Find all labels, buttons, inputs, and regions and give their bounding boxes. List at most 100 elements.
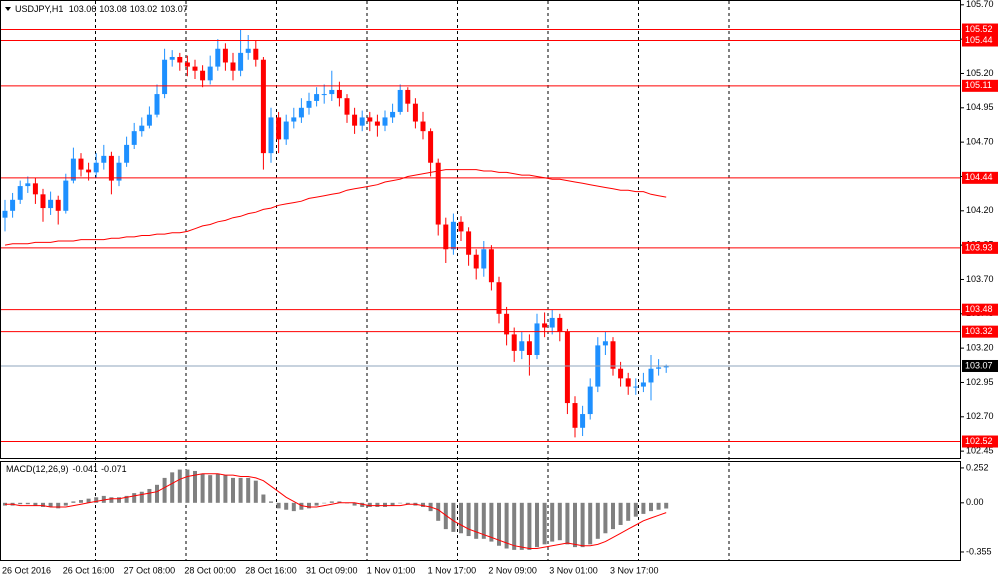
candle-body [542,323,548,328]
macd-bar [443,502,448,530]
candle-body [534,323,540,356]
macd-bar [633,502,638,517]
level-label: 104.44 [965,172,993,182]
level-label-box [962,23,998,36]
candle-body [633,386,639,388]
level-label: 105.11 [965,80,992,90]
candle-body [169,56,175,60]
macd-bar [626,502,631,521]
candle-body [108,155,114,181]
macd-bar [200,473,205,503]
x-tick-label: 1 Nov 17:00 [428,565,477,575]
candle-body [253,48,259,60]
macd-bar [231,477,235,503]
candle-body [101,155,107,163]
candle-body [443,224,449,250]
macd-bar [71,501,76,503]
macd-bar [86,498,91,503]
y-tick-label: 104.70 [966,137,994,147]
candle-body [70,158,76,181]
y-tick-label: 105.70 [966,0,994,9]
macd-bar [41,502,45,507]
macd-bar [474,502,479,539]
macd-bar [390,502,395,506]
x-tick-label: 26 Oct 2016 [2,565,51,575]
candle-body [268,117,274,154]
macd-bar [641,502,646,514]
candle-body [435,162,441,225]
macd-bar [466,502,471,537]
macd-panel-border [0,461,961,561]
y-tick-label: 0.00 [966,497,984,507]
x-tick-label: 1 Nov 01:00 [367,565,416,575]
macd-bar [573,502,577,548]
level-label-box [962,435,998,448]
candle-body [352,114,358,126]
menu-triangle[interactable] [5,7,11,11]
candle-body [207,66,213,81]
candle-body [450,221,456,250]
macd-bar [421,502,425,507]
level-label-box [962,79,998,92]
candle-body [124,144,130,163]
macd-bar [269,501,273,503]
candle-body [215,48,221,67]
macd-bar [649,502,653,512]
x-tick-label: 26 Oct 16:00 [63,565,115,575]
candle-body [192,66,198,71]
candle-body [146,114,152,126]
macd-bar [322,502,327,504]
candle-body [374,121,380,126]
candle-body [458,221,464,232]
candle-body [40,194,46,209]
macd-bar [185,469,190,503]
macd-bar [314,502,319,506]
x-tick-label: 28 Oct 00:00 [184,565,236,575]
macd-bar [459,502,463,534]
macd-bar [519,502,524,550]
macd-bar [155,484,159,503]
candle-body [336,89,342,99]
macd-bar [79,500,83,503]
macd-bar [565,502,570,545]
moving-average [4,169,667,246]
y-tick-label: 102.70 [966,411,994,421]
candle-body [162,59,168,95]
candle-body [321,94,327,96]
candle-body [184,62,190,67]
candle-body [78,158,84,170]
macd-bar [481,502,486,539]
macd-bar [246,477,251,503]
macd-bar [580,502,585,548]
y-tick-label: 103.70 [966,274,994,284]
level-label-box [962,171,998,184]
x-tick-label: 3 Nov 17:00 [610,565,659,575]
macd-bar [489,502,494,542]
candle-body [549,317,555,328]
macd-bar [101,495,106,503]
macd-bar [542,502,547,545]
macd-bar [656,502,661,510]
macd-bar [25,502,30,505]
macd-bar [557,502,562,541]
candle-body [245,48,251,53]
main-panel-border [0,0,961,459]
header-close: 103.07 [160,4,188,14]
macd-bar [284,502,289,510]
candle-body [314,94,320,101]
macd-bar [56,502,61,509]
candle-body [618,368,624,379]
y-tick-label: 0.252 [966,462,989,472]
candle-body [412,103,418,122]
candle-body [93,162,99,173]
candle-body [63,180,69,211]
candle-body [230,62,236,71]
level-label: 103.32 [965,326,993,336]
level-label: 103.93 [965,242,993,252]
x-tick-label: 2 Nov 09:00 [488,565,537,575]
candle-body [367,117,373,122]
candle-body [587,386,593,415]
candle-body [428,131,434,163]
macd-bar [603,502,608,534]
